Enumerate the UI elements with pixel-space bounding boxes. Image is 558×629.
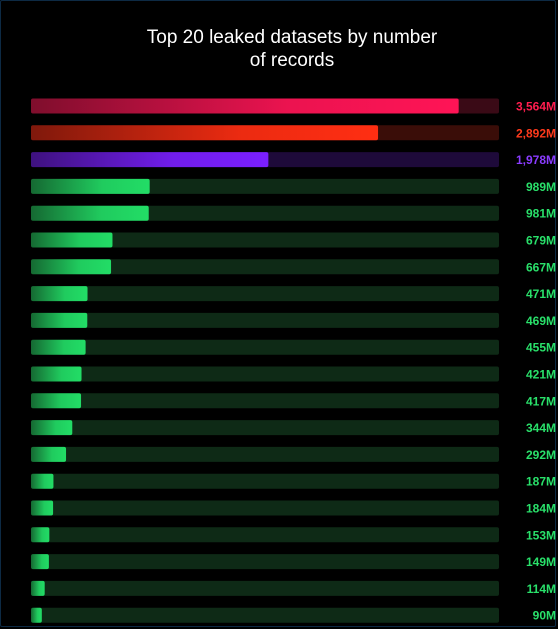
bar bbox=[31, 607, 42, 623]
bar-value-label: 989M bbox=[526, 180, 556, 194]
bar-value-label: 455M bbox=[526, 341, 556, 355]
bar-value-label: 469M bbox=[526, 314, 556, 328]
bar-value-label: 292M bbox=[526, 448, 556, 462]
bar bbox=[31, 473, 54, 489]
bar bbox=[31, 366, 82, 382]
bar-track bbox=[31, 259, 499, 275]
bar bbox=[31, 580, 45, 596]
bar-track bbox=[31, 232, 499, 248]
bar-track bbox=[31, 286, 499, 302]
bar bbox=[31, 500, 54, 516]
bar bbox=[31, 286, 88, 302]
bar bbox=[31, 554, 49, 570]
bar-value-label: 184M bbox=[526, 502, 556, 516]
bar-track bbox=[31, 446, 499, 462]
bar-track bbox=[31, 312, 499, 328]
bar bbox=[31, 259, 112, 275]
bar bbox=[31, 393, 82, 409]
bar-value-label: 421M bbox=[526, 368, 556, 382]
bar bbox=[31, 420, 73, 436]
bar-track bbox=[31, 393, 499, 409]
bar bbox=[31, 312, 88, 328]
bar-value-label: 471M bbox=[526, 287, 556, 301]
bar-track bbox=[31, 607, 499, 623]
bar-track bbox=[31, 366, 499, 382]
bar-value-label: 344M bbox=[526, 421, 556, 435]
bar-value-label: 679M bbox=[526, 234, 556, 248]
bar-track bbox=[31, 420, 499, 436]
bar-value-label: 667M bbox=[526, 260, 556, 274]
bar-track bbox=[31, 339, 499, 355]
chart-title: Top 20 leaked datasets by number of reco… bbox=[0, 26, 558, 72]
bar-value-label: 981M bbox=[526, 207, 556, 221]
bar bbox=[31, 152, 269, 168]
bar-value-label: 149M bbox=[526, 555, 556, 569]
bar-value-label: 153M bbox=[526, 528, 556, 542]
bar bbox=[31, 339, 86, 355]
bar-value-label: 114M bbox=[527, 582, 556, 596]
bar-value-label: 417M bbox=[526, 394, 556, 408]
bar-track bbox=[31, 500, 499, 516]
bar bbox=[31, 446, 67, 462]
bar-value-label: 2,892M bbox=[516, 126, 556, 140]
bar-track bbox=[31, 554, 499, 570]
bar-track bbox=[31, 473, 499, 489]
bar-track bbox=[31, 580, 499, 596]
bar bbox=[31, 232, 113, 248]
bar bbox=[31, 205, 149, 221]
bar bbox=[31, 125, 379, 141]
bar-value-label: 3,564M bbox=[516, 100, 556, 114]
chart-title-line-1: Top 20 leaked datasets by number bbox=[146, 27, 438, 48]
chart-title-line-2: of records bbox=[249, 50, 335, 71]
bar bbox=[31, 98, 459, 114]
bar-value-label: 90M bbox=[533, 609, 556, 623]
bar bbox=[31, 178, 150, 194]
bar-value-label: 187M bbox=[526, 475, 556, 489]
bar bbox=[31, 527, 50, 543]
bar-value-label: 1,978M bbox=[516, 153, 556, 167]
bar-track bbox=[31, 527, 499, 543]
